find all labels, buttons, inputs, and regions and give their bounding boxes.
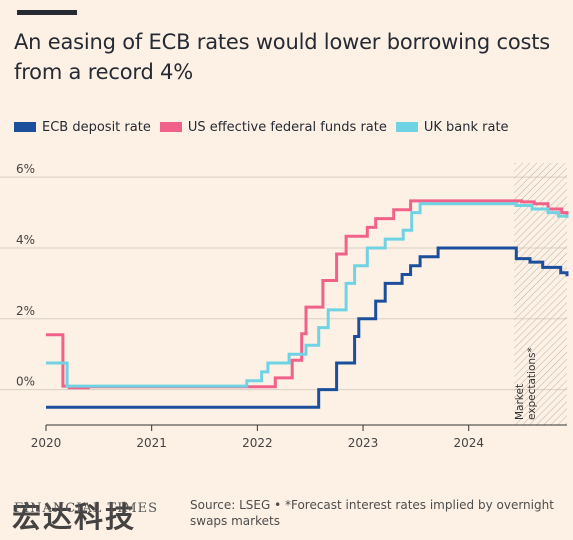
forecast-annotation: Marketexpectations* <box>514 347 538 420</box>
y-tick-label: 6% <box>16 162 35 176</box>
legend-label-ecb: ECB deposit rate <box>42 119 151 135</box>
source-note: Source: LSEG • *Forecast interest rates … <box>190 498 554 528</box>
x-tick-label: 2022 <box>242 436 273 450</box>
y-tick-label: 0% <box>16 375 35 389</box>
x-tick-label: 2024 <box>453 436 484 450</box>
axes: 6% 4% 2% 0% 2020 2021 2022 2023 2024 <box>16 162 567 450</box>
series-line-1 <box>46 199 569 390</box>
ft-logo: FINANCIAL TIMES <box>14 501 159 516</box>
forecast-annotation-line: Market <box>514 384 526 420</box>
forecast-annotation-line: expectations* <box>526 347 538 420</box>
top-rule <box>17 10 77 15</box>
chart-title: An easing of ECB rates would lower borro… <box>14 30 550 84</box>
x-tick-label: 2023 <box>348 436 379 450</box>
series-line-2 <box>46 202 569 388</box>
legend-item-us: US effective federal funds rate <box>159 119 387 135</box>
legend-swatch-us <box>159 122 182 132</box>
grid <box>0 176 567 391</box>
x-tick-label: 2021 <box>136 436 167 450</box>
legend: ECB deposit rate US effective federal fu… <box>14 117 518 137</box>
y-tick-label: 2% <box>16 304 35 318</box>
legend-swatch-ecb <box>14 122 36 132</box>
legend-swatch-uk <box>395 122 418 132</box>
legend-item-uk: UK bank rate <box>395 119 509 135</box>
legend-label-us: US effective federal funds rate <box>187 119 387 135</box>
x-tick-label: 2020 <box>31 436 62 450</box>
series-group <box>46 199 569 409</box>
line-chart: Marketexpectations* 6% 4% 2% 0% 2020 2021 2022… <box>0 162 569 450</box>
y-tick-label: 4% <box>16 233 35 247</box>
legend-item-ecb: ECB deposit rate <box>14 120 151 135</box>
series-line-0 <box>46 246 569 409</box>
watermark-text: 宏达科技 <box>12 500 137 534</box>
legend-label-uk: UK bank rate <box>423 119 509 135</box>
